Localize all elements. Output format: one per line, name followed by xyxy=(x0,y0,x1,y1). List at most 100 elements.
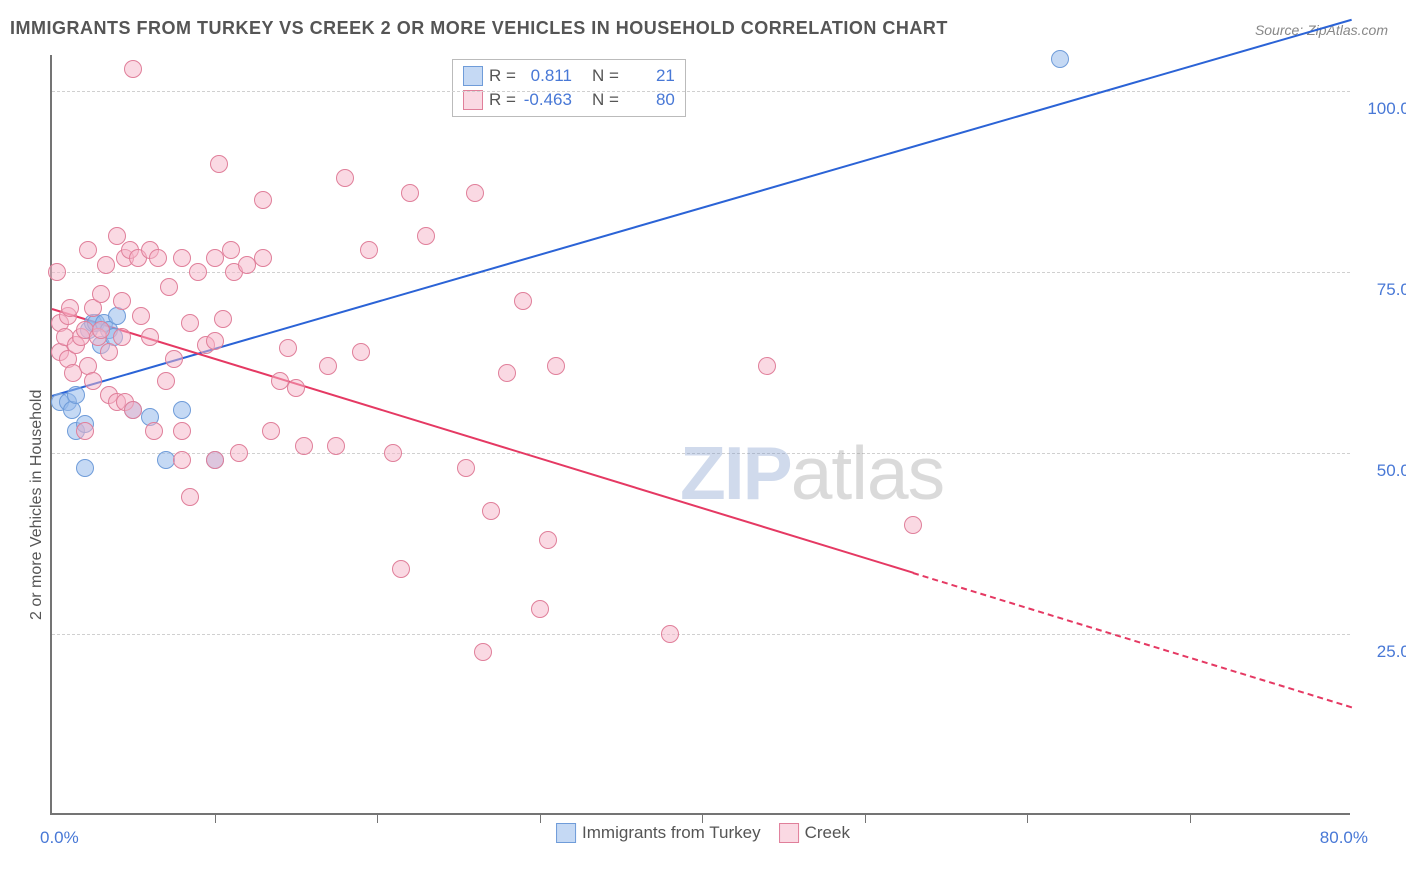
data-point xyxy=(92,285,110,303)
data-point xyxy=(417,227,435,245)
data-point xyxy=(254,249,272,267)
data-point xyxy=(76,422,94,440)
data-point xyxy=(132,307,150,325)
x-tick xyxy=(215,813,216,823)
x-tick xyxy=(865,813,866,823)
data-point xyxy=(48,263,66,281)
legend-bottom: Immigrants from Turkey Creek xyxy=(556,823,850,843)
legend-r-label: R = xyxy=(489,90,516,110)
data-point xyxy=(336,169,354,187)
data-point xyxy=(539,531,557,549)
data-point xyxy=(206,249,224,267)
trend-line xyxy=(52,308,914,574)
data-point xyxy=(149,249,167,267)
data-point xyxy=(238,256,256,274)
data-point xyxy=(206,332,224,350)
legend-r-value-2: -0.463 xyxy=(522,90,572,110)
data-point xyxy=(84,372,102,390)
data-point xyxy=(295,437,313,455)
data-point xyxy=(141,328,159,346)
x-tick xyxy=(1027,813,1028,823)
data-point xyxy=(352,343,370,361)
data-point xyxy=(661,625,679,643)
legend-n-value-2: 80 xyxy=(625,90,675,110)
chart-title: IMMIGRANTS FROM TURKEY VS CREEK 2 OR MOR… xyxy=(10,18,948,39)
trend-line xyxy=(913,572,1352,708)
data-point xyxy=(181,488,199,506)
data-point xyxy=(498,364,516,382)
data-point xyxy=(230,444,248,462)
data-point xyxy=(173,422,191,440)
data-point xyxy=(206,451,224,469)
legend-row-series-1: R = 0.811 N = 21 xyxy=(463,64,675,88)
data-point xyxy=(92,321,110,339)
data-point xyxy=(531,600,549,618)
data-point xyxy=(474,643,492,661)
data-point xyxy=(124,401,142,419)
data-point xyxy=(482,502,500,520)
data-point xyxy=(904,516,922,534)
legend-swatch-creek xyxy=(779,823,799,843)
x-tick xyxy=(702,813,703,823)
data-point xyxy=(214,310,232,328)
data-point xyxy=(97,256,115,274)
data-point xyxy=(100,343,118,361)
data-point xyxy=(514,292,532,310)
legend-r-label: R = xyxy=(489,66,516,86)
y-tick-label: 75.0% xyxy=(1377,280,1406,300)
data-point xyxy=(79,241,97,259)
data-point xyxy=(262,422,280,440)
legend-label-creek: Creek xyxy=(805,823,850,843)
data-point xyxy=(189,263,207,281)
legend-n-label: N = xyxy=(592,66,619,86)
plot-area: R = 0.811 N = 21 R = -0.463 N = 80 25.0%… xyxy=(50,55,1350,815)
gridline-h xyxy=(52,91,1350,92)
y-tick-label: 50.0% xyxy=(1377,461,1406,481)
data-point xyxy=(210,155,228,173)
data-point xyxy=(401,184,419,202)
data-point xyxy=(384,444,402,462)
data-point xyxy=(392,560,410,578)
data-point xyxy=(1051,50,1069,68)
data-point xyxy=(61,299,79,317)
x-axis-max-label: 80.0% xyxy=(1320,828,1368,848)
source-label: Source: ZipAtlas.com xyxy=(1255,22,1388,38)
data-point xyxy=(165,350,183,368)
data-point xyxy=(67,386,85,404)
legend-item-turkey: Immigrants from Turkey xyxy=(556,823,761,843)
x-tick xyxy=(540,813,541,823)
legend-r-value-1: 0.811 xyxy=(522,66,572,86)
data-point xyxy=(173,401,191,419)
data-point xyxy=(173,249,191,267)
data-point xyxy=(113,328,131,346)
data-point xyxy=(279,339,297,357)
data-point xyxy=(254,191,272,209)
data-point xyxy=(113,292,131,310)
trend-line xyxy=(52,19,1353,397)
y-axis-label: 2 or more Vehicles in Household xyxy=(28,390,46,620)
data-point xyxy=(181,314,199,332)
x-tick xyxy=(377,813,378,823)
data-point xyxy=(108,227,126,245)
legend-item-creek: Creek xyxy=(779,823,850,843)
legend-label-turkey: Immigrants from Turkey xyxy=(582,823,761,843)
data-point xyxy=(173,451,191,469)
legend-correlation-box: R = 0.811 N = 21 R = -0.463 N = 80 xyxy=(452,59,686,117)
data-point xyxy=(160,278,178,296)
gridline-h xyxy=(52,634,1350,635)
data-point xyxy=(319,357,337,375)
data-point xyxy=(327,437,345,455)
data-point xyxy=(360,241,378,259)
data-point xyxy=(466,184,484,202)
legend-n-label: N = xyxy=(592,90,619,110)
data-point xyxy=(287,379,305,397)
legend-swatch-turkey xyxy=(463,66,483,86)
x-tick xyxy=(1190,813,1191,823)
data-point xyxy=(457,459,475,477)
x-axis-min-label: 0.0% xyxy=(40,828,79,848)
data-point xyxy=(758,357,776,375)
data-point xyxy=(222,241,240,259)
legend-n-value-1: 21 xyxy=(625,66,675,86)
data-point xyxy=(547,357,565,375)
y-tick-label: 25.0% xyxy=(1377,642,1406,662)
